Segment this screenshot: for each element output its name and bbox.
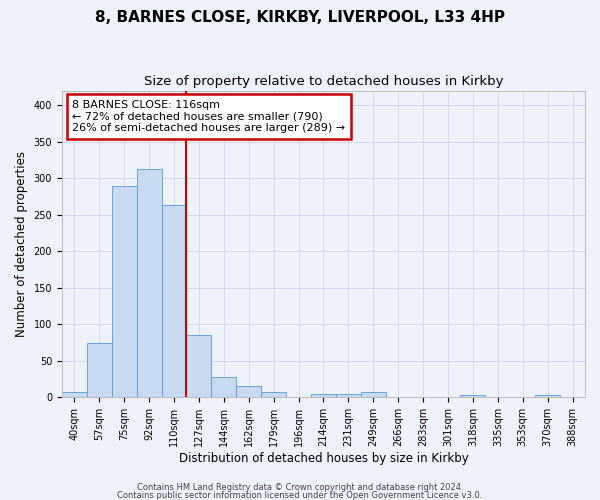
Bar [137,170,161,398]
Text: Contains public sector information licensed under the Open Government Licence v3: Contains public sector information licen… [118,491,482,500]
Text: Contains HM Land Registry data © Crown copyright and database right 2024.: Contains HM Land Registry data © Crown c… [137,484,463,492]
Bar [112,186,137,398]
Y-axis label: Number of detached properties: Number of detached properties [15,151,28,337]
Bar [311,394,336,398]
Bar [211,377,236,398]
Bar [460,395,485,398]
Bar [361,392,386,398]
Title: Size of property relative to detached houses in Kirkby: Size of property relative to detached ho… [144,75,503,88]
Bar [87,342,112,398]
Bar [62,392,87,398]
Bar [161,205,187,398]
Bar [236,386,261,398]
Text: 8 BARNES CLOSE: 116sqm
← 72% of detached houses are smaller (790)
26% of semi-de: 8 BARNES CLOSE: 116sqm ← 72% of detached… [73,100,346,133]
Text: 8, BARNES CLOSE, KIRKBY, LIVERPOOL, L33 4HP: 8, BARNES CLOSE, KIRKBY, LIVERPOOL, L33 … [95,10,505,25]
X-axis label: Distribution of detached houses by size in Kirkby: Distribution of detached houses by size … [179,452,469,465]
Bar [187,336,211,398]
Bar [336,394,361,398]
Bar [261,392,286,398]
Bar [535,395,560,398]
